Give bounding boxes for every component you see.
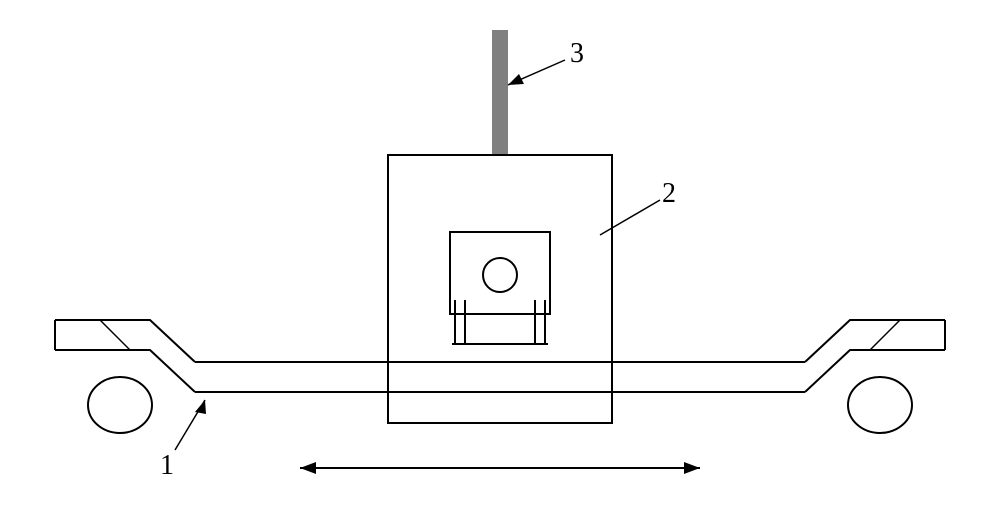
double-arrow	[300, 462, 700, 474]
diagram-svg	[0, 0, 1000, 518]
right-wheel	[848, 377, 912, 433]
left-wing	[55, 320, 195, 392]
leader-2	[600, 200, 660, 235]
right-wing-accent	[870, 320, 900, 350]
label-3: 3	[570, 38, 584, 70]
label-2: 2	[662, 178, 676, 210]
center-circle	[483, 258, 517, 292]
leader-3	[508, 60, 565, 85]
left-wing-accent	[100, 320, 130, 350]
main-housing	[388, 155, 612, 423]
right-wing	[805, 320, 945, 392]
technical-diagram: 1 2 3	[0, 0, 1000, 518]
label-1: 1	[160, 450, 174, 482]
left-wheel	[88, 377, 152, 433]
leader-1	[175, 400, 206, 450]
vertical-pole	[492, 30, 508, 155]
